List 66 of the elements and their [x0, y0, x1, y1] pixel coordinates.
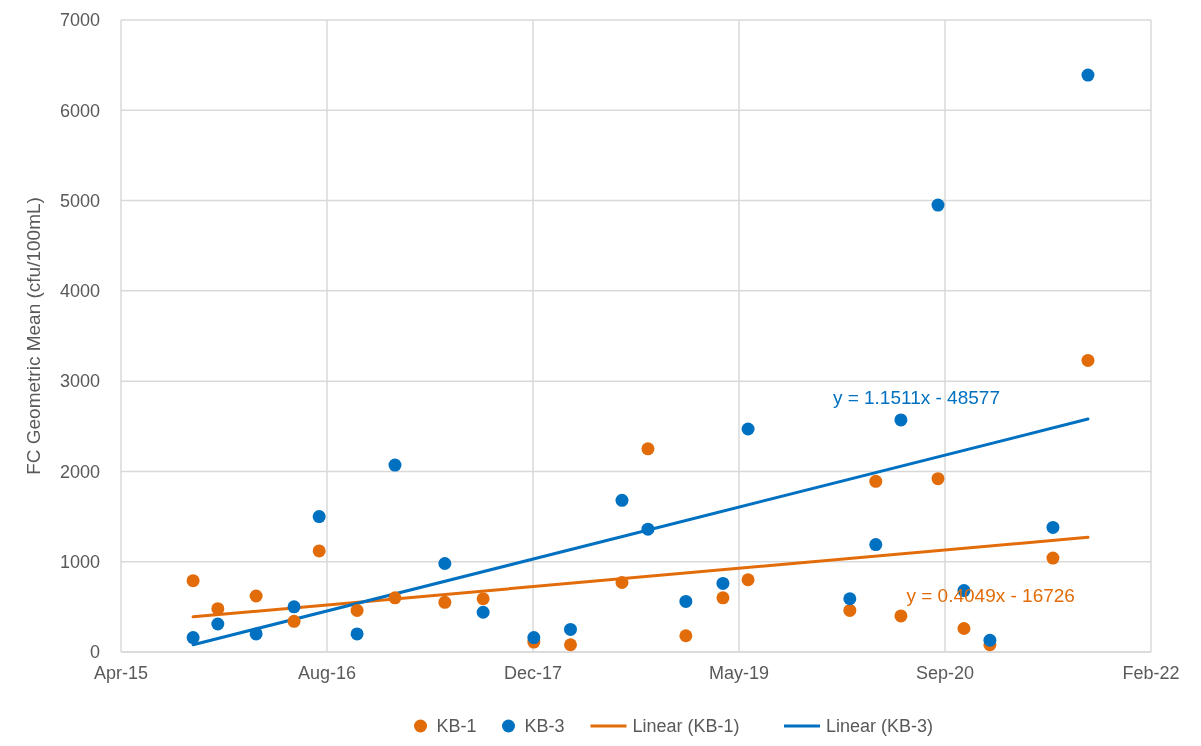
point [741, 422, 755, 436]
x-tick-label: Feb-22 [1122, 663, 1180, 683]
legend-label: KB-3 [524, 716, 565, 736]
legend-label: Linear (KB-1) [632, 716, 740, 736]
point [527, 631, 541, 645]
point [615, 493, 629, 507]
point [1046, 551, 1060, 565]
y-tick-label: 0 [89, 642, 100, 663]
point [641, 442, 655, 456]
point [249, 589, 263, 603]
point [843, 603, 857, 617]
y-tick-label: 5000 [59, 190, 100, 211]
point [869, 474, 883, 488]
point [869, 538, 883, 552]
point [249, 627, 263, 641]
y-tick-label: 1000 [59, 552, 100, 573]
point [1081, 353, 1095, 367]
x-tick-label: May-19 [708, 663, 770, 683]
point [894, 413, 908, 427]
x-tick-label: Sep-20 [915, 663, 975, 683]
y-tick-label: 6000 [59, 100, 100, 121]
point [438, 595, 452, 609]
point [388, 458, 402, 472]
x-tick-label: Dec-17 [503, 663, 563, 683]
point [476, 592, 490, 606]
point [476, 605, 490, 619]
annotation: y = 1.1511x - 48577 [832, 386, 1000, 408]
point [350, 627, 364, 641]
x-tick-label: Apr-15 [93, 663, 149, 683]
point [741, 573, 755, 587]
annotation: y = 0.4049x - 16726 [906, 584, 1075, 606]
point [287, 614, 301, 628]
point [1046, 520, 1060, 534]
point [211, 617, 225, 631]
point [716, 591, 730, 605]
y-axis-title: FC Geometric Mean (cfu/100mL) [23, 197, 44, 475]
point [186, 574, 200, 588]
y-tick-label: 3000 [59, 371, 100, 392]
point [957, 622, 971, 636]
y-tick-label: 4000 [59, 281, 100, 302]
point [843, 592, 857, 606]
point [388, 591, 402, 605]
point [563, 638, 577, 652]
point [894, 609, 908, 623]
x-tick-label: Aug-16 [297, 663, 357, 683]
point [983, 633, 997, 647]
point [641, 522, 655, 536]
legend-label: Linear (KB-3) [826, 716, 934, 736]
point [287, 600, 301, 614]
point [312, 544, 326, 558]
point [1081, 68, 1095, 82]
point [615, 575, 629, 589]
point [931, 472, 945, 486]
y-tick-label: 2000 [59, 461, 100, 482]
point [716, 576, 730, 590]
point [211, 602, 225, 616]
point [312, 510, 326, 524]
point [350, 603, 364, 617]
legend-label: KB-1 [436, 716, 477, 736]
point [563, 622, 577, 636]
point [679, 594, 693, 608]
y-tick-label: 7000 [59, 10, 100, 31]
point [186, 631, 200, 645]
point [679, 629, 693, 643]
point [438, 557, 452, 571]
point [931, 198, 945, 212]
